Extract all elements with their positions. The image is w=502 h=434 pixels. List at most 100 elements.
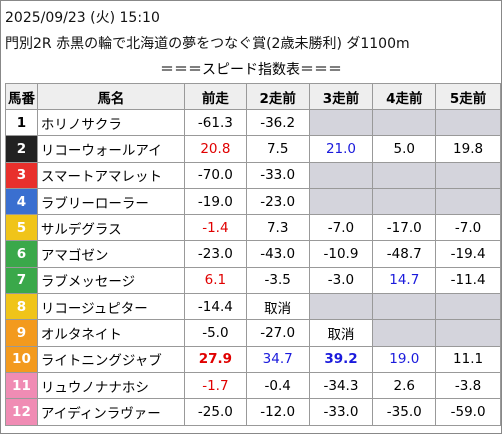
empty-cell xyxy=(435,319,501,347)
speed-index: 5.0 xyxy=(372,135,437,163)
speed-index: -48.7 xyxy=(372,240,437,268)
speed-index: -14.4 xyxy=(183,293,247,321)
column-header: 4走前 xyxy=(372,83,437,110)
horse-number: 11 xyxy=(5,371,38,400)
speed-index: 取消 xyxy=(245,293,310,321)
horse-row: 5 サルデグラス -1.4 7.3 -7.0 -17.0 -7.0 xyxy=(5,214,501,242)
horse-row: 9 オルタネイト -5.0 -27.0 取消 xyxy=(5,319,501,347)
column-header: 馬番 xyxy=(5,83,38,110)
speed-index: 39.2 xyxy=(308,345,374,373)
horse-name: アマゴゼン xyxy=(36,240,185,268)
speed-index: -19.4 xyxy=(435,240,501,268)
horse-row: 4 ラブリーローラー -19.0 -23.0 xyxy=(5,187,501,216)
speed-index: 6.1 xyxy=(183,266,247,295)
speed-index: 19.8 xyxy=(435,135,501,163)
speed-index: -25.0 xyxy=(183,398,247,426)
horse-number: 8 xyxy=(5,293,38,321)
speed-index: -43.0 xyxy=(245,240,310,268)
speed-index: 7.5 xyxy=(245,135,310,163)
speed-index: -33.0 xyxy=(308,398,374,426)
horse-number: 6 xyxy=(5,240,38,268)
horse-number: 9 xyxy=(5,319,38,347)
horse-name: ライトニングジャブ xyxy=(36,345,185,373)
empty-cell xyxy=(435,108,501,137)
speed-index: 7.3 xyxy=(245,214,310,242)
speed-index: 19.0 xyxy=(372,345,437,373)
horse-row: 2 リコーウォールアイ 20.8 7.5 21.0 5.0 19.8 xyxy=(5,135,501,163)
speed-index: -1.7 xyxy=(183,371,247,400)
datetime: 2025/09/23 (火) 15:10 xyxy=(5,10,160,26)
speed-index: 2.6 xyxy=(372,371,437,400)
speed-table: 馬番 馬名 前走 2走前 3走前 4走前 5走前 1 ホリノサクラ -61.3 -36.2 2 リコー… xyxy=(5,83,501,426)
horse-row: 10 ライトニングジャブ 27.9 34.7 39.2 19.0 11.1 xyxy=(5,345,501,373)
speed-index: -61.3 xyxy=(183,108,247,137)
speed-index: -7.0 xyxy=(435,214,501,242)
horse-name: リュウノナナホシ xyxy=(36,371,185,400)
speed-index: -7.0 xyxy=(308,214,374,242)
horse-number: 4 xyxy=(5,187,38,216)
speed-index: -3.8 xyxy=(435,371,501,400)
horse-row: 3 スマートアマレット -70.0 -33.0 xyxy=(5,161,501,189)
horse-name: サルデグラス xyxy=(36,214,185,242)
empty-cell xyxy=(308,161,374,189)
horse-row: 6 アマゴゼン -23.0 -43.0 -10.9 -48.7 -19.4 xyxy=(5,240,501,268)
horse-number: 3 xyxy=(5,161,38,189)
horse-name: スマートアマレット xyxy=(36,161,185,189)
speed-index: -10.9 xyxy=(308,240,374,268)
speed-index: -12.0 xyxy=(245,398,310,426)
horse-name: アイディンラヴァー xyxy=(36,398,185,426)
empty-cell xyxy=(372,161,437,189)
horse-name: ラブリーローラー xyxy=(36,187,185,216)
horse-number: 2 xyxy=(5,135,38,163)
speed-index: -11.4 xyxy=(435,266,501,295)
empty-cell xyxy=(372,108,437,137)
horse-number: 7 xyxy=(5,266,38,295)
empty-cell xyxy=(372,293,437,321)
horse-number: 1 xyxy=(5,108,38,137)
empty-cell xyxy=(435,293,501,321)
speed-index: -0.4 xyxy=(245,371,310,400)
speed-index: -34.3 xyxy=(308,371,374,400)
speed-index: -70.0 xyxy=(183,161,247,189)
horse-row: 1 ホリノサクラ -61.3 -36.2 xyxy=(5,108,501,137)
horse-name: ホリノサクラ xyxy=(36,108,185,137)
empty-cell xyxy=(308,293,374,321)
speed-index: -3.0 xyxy=(308,266,374,295)
speed-index: -23.0 xyxy=(183,240,247,268)
speed-index: 取消 xyxy=(308,319,374,347)
horse-name: オルタネイト xyxy=(36,319,185,347)
speed-index: 14.7 xyxy=(372,266,437,295)
speed-index: -27.0 xyxy=(245,319,310,347)
empty-cell xyxy=(435,187,501,216)
horse-number: 5 xyxy=(5,214,38,242)
speed-index: -23.0 xyxy=(245,187,310,216)
speed-index: -5.0 xyxy=(183,319,247,347)
horse-name: ラブメッセージ xyxy=(36,266,185,295)
speed-index: -59.0 xyxy=(435,398,501,426)
horse-name: リコージュピター xyxy=(36,293,185,321)
empty-cell xyxy=(372,319,437,347)
table-body: 1 ホリノサクラ -61.3 -36.2 2 リコーウォールアイ 20.8 7.5 21.0 5.… xyxy=(5,108,501,426)
speed-index: 34.7 xyxy=(245,345,310,373)
column-header: 3走前 xyxy=(308,83,374,110)
column-header: 前走 xyxy=(183,83,247,110)
column-header: 5走前 xyxy=(435,83,501,110)
speed-index: 21.0 xyxy=(308,135,374,163)
empty-cell xyxy=(372,187,437,216)
speed-index: -19.0 xyxy=(183,187,247,216)
speed-index: 27.9 xyxy=(183,345,247,373)
speed-index: 20.8 xyxy=(183,135,247,163)
speed-index: -35.0 xyxy=(372,398,437,426)
speed-index: -3.5 xyxy=(245,266,310,295)
speed-index: -1.4 xyxy=(183,214,247,242)
empty-cell xyxy=(435,161,501,189)
speed-index: -36.2 xyxy=(245,108,310,137)
header-row: 馬番 馬名 前走 2走前 3走前 4走前 5走前 xyxy=(5,83,501,110)
horse-number: 12 xyxy=(5,398,38,426)
horse-row: 7 ラブメッセージ 6.1 -3.5 -3.0 14.7 -11.4 xyxy=(5,266,501,295)
column-header: 馬名 xyxy=(36,83,185,110)
empty-cell xyxy=(308,108,374,137)
race-title: 門別2R 赤黒の輪で北海道の夢をつなぐ賞(2歳未勝利) ダ1100m xyxy=(5,36,410,52)
subtitle: ＝＝＝スピード指数表＝＝＝ xyxy=(160,62,342,78)
